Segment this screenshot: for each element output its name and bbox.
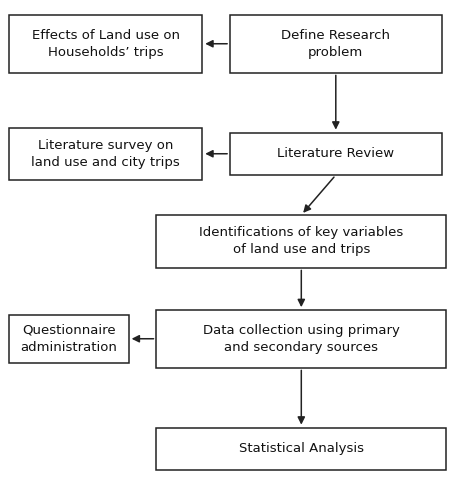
Text: Data collection using primary
and secondary sources: Data collection using primary and second… [202,324,399,354]
FancyBboxPatch shape [156,310,445,368]
FancyBboxPatch shape [9,128,202,180]
Text: Effects of Land use on
Households’ trips: Effects of Land use on Households’ trips [32,28,179,58]
Text: Define Research
problem: Define Research problem [281,28,389,58]
FancyBboxPatch shape [230,132,441,175]
FancyBboxPatch shape [9,315,129,362]
Text: Literature Review: Literature Review [277,147,393,160]
FancyBboxPatch shape [9,15,202,72]
FancyBboxPatch shape [230,15,441,72]
FancyBboxPatch shape [156,215,445,268]
Text: Literature survey on
land use and city trips: Literature survey on land use and city t… [31,138,180,169]
Text: Identifications of key variables
of land use and trips: Identifications of key variables of land… [199,226,403,256]
Text: Statistical Analysis: Statistical Analysis [238,442,363,455]
Text: Questionnaire
administration: Questionnaire administration [21,324,117,354]
FancyBboxPatch shape [156,428,445,470]
